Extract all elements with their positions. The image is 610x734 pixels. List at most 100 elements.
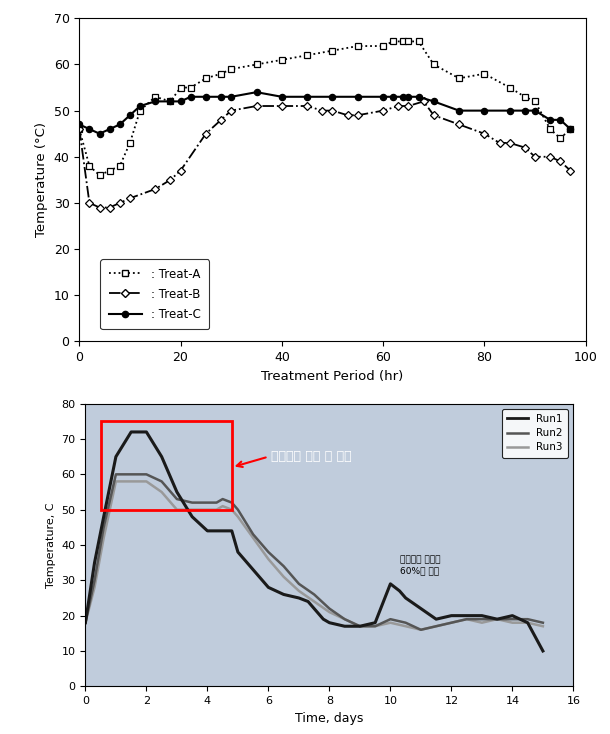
: Treat-B: (50, 50): Treat-B: (50, 50) [329,106,336,115]
: Treat-A: (85, 55): Treat-A: (85, 55) [506,83,514,92]
: Treat-C: (35, 54): Treat-C: (35, 54) [253,88,260,97]
: Treat-A: (67, 65): Treat-A: (67, 65) [415,37,422,46]
: Treat-A: (0, 46): Treat-A: (0, 46) [76,125,83,134]
: Treat-A: (25, 57): Treat-A: (25, 57) [203,74,210,83]
: Treat-C: (70, 52): Treat-C: (70, 52) [430,97,437,106]
: Treat-A: (50, 63): Treat-A: (50, 63) [329,46,336,55]
: Treat-A: (30, 59): Treat-A: (30, 59) [228,65,235,73]
: Treat-B: (60, 50): Treat-B: (60, 50) [379,106,387,115]
: Treat-A: (40, 61): Treat-A: (40, 61) [278,56,285,65]
: Treat-A: (28, 58): Treat-A: (28, 58) [217,69,224,78]
: Treat-A: (10, 43): Treat-A: (10, 43) [126,139,134,148]
: Treat-A: (70, 60): Treat-A: (70, 60) [430,60,437,69]
: Treat-B: (53, 49): Treat-B: (53, 49) [344,111,351,120]
: Treat-C: (12, 51): Treat-C: (12, 51) [137,101,144,110]
: Treat-C: (0, 47): Treat-C: (0, 47) [76,120,83,129]
: Treat-B: (80, 45): Treat-B: (80, 45) [481,129,488,138]
: Treat-B: (75, 47): Treat-B: (75, 47) [455,120,463,129]
: Treat-C: (10, 49): Treat-C: (10, 49) [126,111,134,120]
: Treat-C: (25, 53): Treat-C: (25, 53) [203,92,210,101]
: Treat-C: (4, 45): Treat-C: (4, 45) [96,129,103,138]
: Treat-A: (18, 52): Treat-A: (18, 52) [167,97,174,106]
Legend: : Treat-A, : Treat-B, : Treat-C: : Treat-A, : Treat-B, : Treat-C [101,259,209,329]
: Treat-B: (83, 43): Treat-B: (83, 43) [496,139,503,148]
: Treat-B: (20, 37): Treat-B: (20, 37) [177,166,184,175]
: Treat-B: (95, 39): Treat-B: (95, 39) [557,157,564,166]
: Treat-B: (70, 49): Treat-B: (70, 49) [430,111,437,120]
Y-axis label: Temperature, C: Temperature, C [46,502,56,588]
Line: : Treat-A: : Treat-A [76,38,573,178]
: Treat-B: (2, 30): Treat-B: (2, 30) [86,198,93,207]
: Treat-C: (2, 46): Treat-C: (2, 46) [86,125,93,134]
: Treat-A: (2, 38): Treat-A: (2, 38) [86,161,93,170]
: Treat-C: (45, 53): Treat-C: (45, 53) [304,92,311,101]
: Treat-A: (97, 46): Treat-A: (97, 46) [567,125,574,134]
: Treat-B: (8, 30): Treat-B: (8, 30) [116,198,123,207]
: Treat-C: (28, 53): Treat-C: (28, 53) [217,92,224,101]
: Treat-B: (90, 40): Treat-B: (90, 40) [531,153,539,161]
: Treat-C: (22, 53): Treat-C: (22, 53) [187,92,195,101]
: Treat-C: (85, 50): Treat-C: (85, 50) [506,106,514,115]
: Treat-C: (88, 50): Treat-C: (88, 50) [521,106,528,115]
: Treat-C: (62, 53): Treat-C: (62, 53) [390,92,397,101]
: Treat-C: (97, 46): Treat-C: (97, 46) [567,125,574,134]
: Treat-A: (45, 62): Treat-A: (45, 62) [304,51,311,59]
: Treat-B: (85, 43): Treat-B: (85, 43) [506,139,514,148]
: Treat-C: (40, 53): Treat-C: (40, 53) [278,92,285,101]
: Treat-A: (64, 65): Treat-A: (64, 65) [400,37,407,46]
: Treat-B: (48, 50): Treat-B: (48, 50) [318,106,326,115]
Bar [101,421,232,509]
: Treat-C: (15, 52): Treat-C: (15, 52) [151,97,159,106]
: Treat-B: (15, 33): Treat-B: (15, 33) [151,185,159,194]
: Treat-B: (40, 51): Treat-B: (40, 51) [278,101,285,110]
: Treat-A: (80, 58): Treat-A: (80, 58) [481,69,488,78]
X-axis label: Treatment Period (hr): Treatment Period (hr) [261,370,404,382]
X-axis label: Time, days: Time, days [295,711,364,724]
: Treat-C: (67, 53): Treat-C: (67, 53) [415,92,422,101]
: Treat-B: (35, 51): Treat-B: (35, 51) [253,101,260,110]
: Treat-C: (93, 48): Treat-C: (93, 48) [547,115,554,124]
: Treat-B: (0, 46): Treat-B: (0, 46) [76,125,83,134]
: Treat-C: (95, 48): Treat-C: (95, 48) [557,115,564,124]
: Treat-A: (75, 57): Treat-A: (75, 57) [455,74,463,83]
: Treat-B: (93, 40): Treat-B: (93, 40) [547,153,554,161]
Line: : Treat-B: : Treat-B [76,98,573,211]
: Treat-B: (18, 35): Treat-B: (18, 35) [167,175,174,184]
: Treat-A: (12, 50): Treat-A: (12, 50) [137,106,144,115]
: Treat-A: (20, 55): Treat-A: (20, 55) [177,83,184,92]
: Treat-C: (90, 50): Treat-C: (90, 50) [531,106,539,115]
: Treat-B: (63, 51): Treat-B: (63, 51) [395,101,402,110]
: Treat-A: (6, 37): Treat-A: (6, 37) [106,166,113,175]
: Treat-B: (10, 31): Treat-B: (10, 31) [126,194,134,203]
: Treat-C: (75, 50): Treat-C: (75, 50) [455,106,463,115]
: Treat-A: (22, 55): Treat-A: (22, 55) [187,83,195,92]
: Treat-C: (55, 53): Treat-C: (55, 53) [354,92,361,101]
: Treat-C: (8, 47): Treat-C: (8, 47) [116,120,123,129]
: Treat-A: (62, 65): Treat-A: (62, 65) [390,37,397,46]
: Treat-C: (6, 46): Treat-C: (6, 46) [106,125,113,134]
: Treat-A: (95, 44): Treat-A: (95, 44) [557,134,564,142]
: Treat-A: (8, 38): Treat-A: (8, 38) [116,161,123,170]
Y-axis label: Temperature (°C): Temperature (°C) [35,123,48,237]
: Treat-C: (80, 50): Treat-C: (80, 50) [481,106,488,115]
: Treat-B: (45, 51): Treat-B: (45, 51) [304,101,311,110]
: Treat-B: (28, 48): Treat-B: (28, 48) [217,115,224,124]
: Treat-A: (60, 64): Treat-A: (60, 64) [379,42,387,51]
: Treat-C: (60, 53): Treat-C: (60, 53) [379,92,387,101]
: Treat-C: (18, 52): Treat-C: (18, 52) [167,97,174,106]
: Treat-B: (25, 45): Treat-B: (25, 45) [203,129,210,138]
: Treat-B: (6, 29): Treat-B: (6, 29) [106,203,113,212]
Line: : Treat-C: : Treat-C [76,89,573,137]
: Treat-A: (35, 60): Treat-A: (35, 60) [253,60,260,69]
: Treat-C: (65, 53): Treat-C: (65, 53) [405,92,412,101]
: Treat-B: (97, 37): Treat-B: (97, 37) [567,166,574,175]
: Treat-C: (20, 52): Treat-C: (20, 52) [177,97,184,106]
: Treat-A: (55, 64): Treat-A: (55, 64) [354,42,361,51]
: Treat-A: (88, 53): Treat-A: (88, 53) [521,92,528,101]
: Treat-A: (90, 52): Treat-A: (90, 52) [531,97,539,106]
: Treat-A: (15, 53): Treat-A: (15, 53) [151,92,159,101]
: Treat-B: (55, 49): Treat-B: (55, 49) [354,111,361,120]
: Treat-C: (64, 53): Treat-C: (64, 53) [400,92,407,101]
: Treat-B: (88, 42): Treat-B: (88, 42) [521,143,528,152]
: Treat-C: (50, 53): Treat-C: (50, 53) [329,92,336,101]
